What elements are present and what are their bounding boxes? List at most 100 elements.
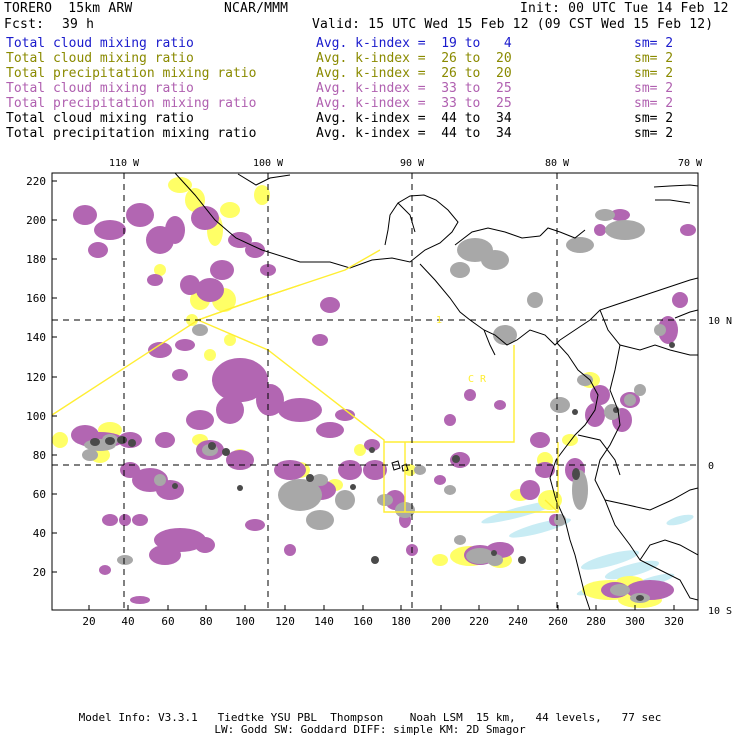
- purple-cloud-area: [165, 216, 185, 244]
- coastline-segment: [674, 309, 698, 319]
- latitude-label: 0: [708, 461, 714, 472]
- coastline-segment: [454, 227, 541, 246]
- yellow-cloud-area: [185, 188, 205, 212]
- dark-cloud-core: [572, 409, 578, 415]
- lat-lon-grid: [52, 173, 698, 610]
- coastlines: [174, 173, 698, 610]
- purple-cloud-area: [335, 409, 355, 421]
- gray-cloud-area: [634, 384, 646, 396]
- region-boundary: [384, 345, 515, 443]
- yellow-cloud-area: [168, 177, 192, 193]
- dark-cloud-core: [518, 556, 526, 564]
- yellow-cloud-area: [220, 202, 240, 218]
- purple-cloud-area: [658, 316, 678, 344]
- yellow-cloud-area: [52, 432, 68, 448]
- cyan-cloud-area: [666, 514, 694, 526]
- yellow-cloud-area: [432, 554, 448, 566]
- purple-cloud-area: [364, 439, 380, 451]
- purple-cloud-area: [672, 292, 688, 308]
- dark-cloud-core: [237, 485, 243, 491]
- purple-cloud-area: [120, 462, 140, 478]
- dark-cloud-core: [371, 556, 379, 564]
- y-tick-label: 20: [33, 566, 46, 579]
- yellow-cloud-area: [562, 434, 578, 446]
- fcst-hours: 39 h: [62, 17, 95, 32]
- purple-cloud-area: [119, 514, 131, 526]
- yellow-cloud-area: [224, 334, 236, 346]
- purple-cloud-area: [585, 403, 605, 427]
- yellow-cloud-area: [204, 349, 216, 361]
- purple-cloud-area: [195, 537, 215, 553]
- gray-cloud-area: [278, 479, 322, 511]
- x-tick-label: 120: [275, 615, 295, 628]
- gray-cloud-area: [444, 485, 456, 495]
- dark-cloud-core: [306, 474, 314, 482]
- legend-field: Total precipitation mixing ratio: [6, 66, 257, 81]
- legend-kindex: Avg. k-index = 44 to 34: [316, 111, 512, 126]
- x-tick-label: 300: [625, 615, 645, 628]
- dark-cloud-core: [222, 448, 230, 456]
- longitude-label: 110 W: [109, 158, 140, 169]
- coastline-segment: [539, 227, 586, 239]
- map-frame: [51, 172, 699, 611]
- purple-cloud-area: [284, 544, 296, 556]
- gray-cloud-area: [595, 209, 615, 221]
- y-tick-label: 80: [33, 449, 46, 462]
- dark-cloud-core: [491, 550, 497, 556]
- region-label: 1: [436, 315, 442, 326]
- dark-cloud-core: [350, 484, 356, 490]
- dark-cloud-core: [105, 437, 115, 445]
- gray-cloud-area: [192, 324, 208, 336]
- coastline-segment: [549, 342, 599, 610]
- gray-cloud-area: [335, 490, 355, 510]
- purple-cloud-area: [338, 460, 362, 480]
- purple-cloud-area: [147, 274, 163, 286]
- legend-kindex: Avg. k-index = 33 to 25: [316, 96, 512, 111]
- x-tick-label: 20: [82, 615, 95, 628]
- gray-cloud-area: [312, 474, 328, 486]
- dark-cloud-core: [172, 483, 178, 489]
- cyan-cloud-area: [580, 550, 640, 570]
- coastline-segment: [397, 202, 416, 233]
- x-tick-label: 80: [199, 615, 212, 628]
- axis-labels: 20 40 60 80 100 120 140 160 180 200 220 240 260 280 30…: [26, 158, 732, 628]
- x-tick-label: 40: [121, 615, 134, 628]
- fcst-label: Fcst:: [4, 17, 45, 32]
- purple-cloud-area: [73, 205, 97, 225]
- gray-cloud-area: [377, 494, 393, 506]
- legend-field: Total cloud mixing ratio: [6, 81, 194, 96]
- legend-smoothing: sm= 2: [634, 66, 674, 81]
- purple-cloud-area: [186, 410, 214, 430]
- coastline-segment: [599, 309, 698, 356]
- gray-cloud-area: [493, 325, 517, 345]
- purple-cloud-area: [216, 396, 244, 424]
- gray-cloud-area: [610, 584, 630, 596]
- x-tick-label: 220: [469, 615, 489, 628]
- y-tick-label: 40: [33, 527, 46, 540]
- gray-cloud-area: [154, 474, 166, 486]
- gray-cloud-area: [117, 555, 133, 565]
- x-tick-label: 200: [431, 615, 451, 628]
- legend-smoothing: sm= 2: [634, 81, 674, 96]
- y-tick-label: 60: [33, 488, 46, 501]
- legend-kindex: Avg. k-index = 26 to 20: [316, 51, 512, 66]
- purple-cloud-area: [172, 369, 188, 381]
- cyan-cloud-area: [604, 560, 660, 580]
- legend-smoothing: sm= 2: [634, 111, 674, 126]
- legend-field: Total cloud mixing ratio: [6, 111, 194, 126]
- axis-ticks: [52, 180, 675, 610]
- gray-cloud-area: [550, 397, 570, 413]
- x-tick-label: 140: [314, 615, 334, 628]
- coastline-segment: [653, 184, 698, 188]
- y-tick-label: 140: [26, 331, 46, 344]
- legend-field: Total precipitation mixing ratio: [6, 126, 257, 141]
- gray-cloud-area: [454, 535, 466, 545]
- coastline-segment: [237, 173, 291, 186]
- dark-cloud-core: [117, 436, 127, 444]
- yellow-cloud-area: [154, 264, 166, 276]
- purple-cloud-area: [245, 519, 265, 531]
- purple-cloud-area: [535, 462, 555, 478]
- x-tick-label: 260: [548, 615, 568, 628]
- coastline-segment: [655, 199, 691, 204]
- longitude-label: 100 W: [253, 158, 284, 169]
